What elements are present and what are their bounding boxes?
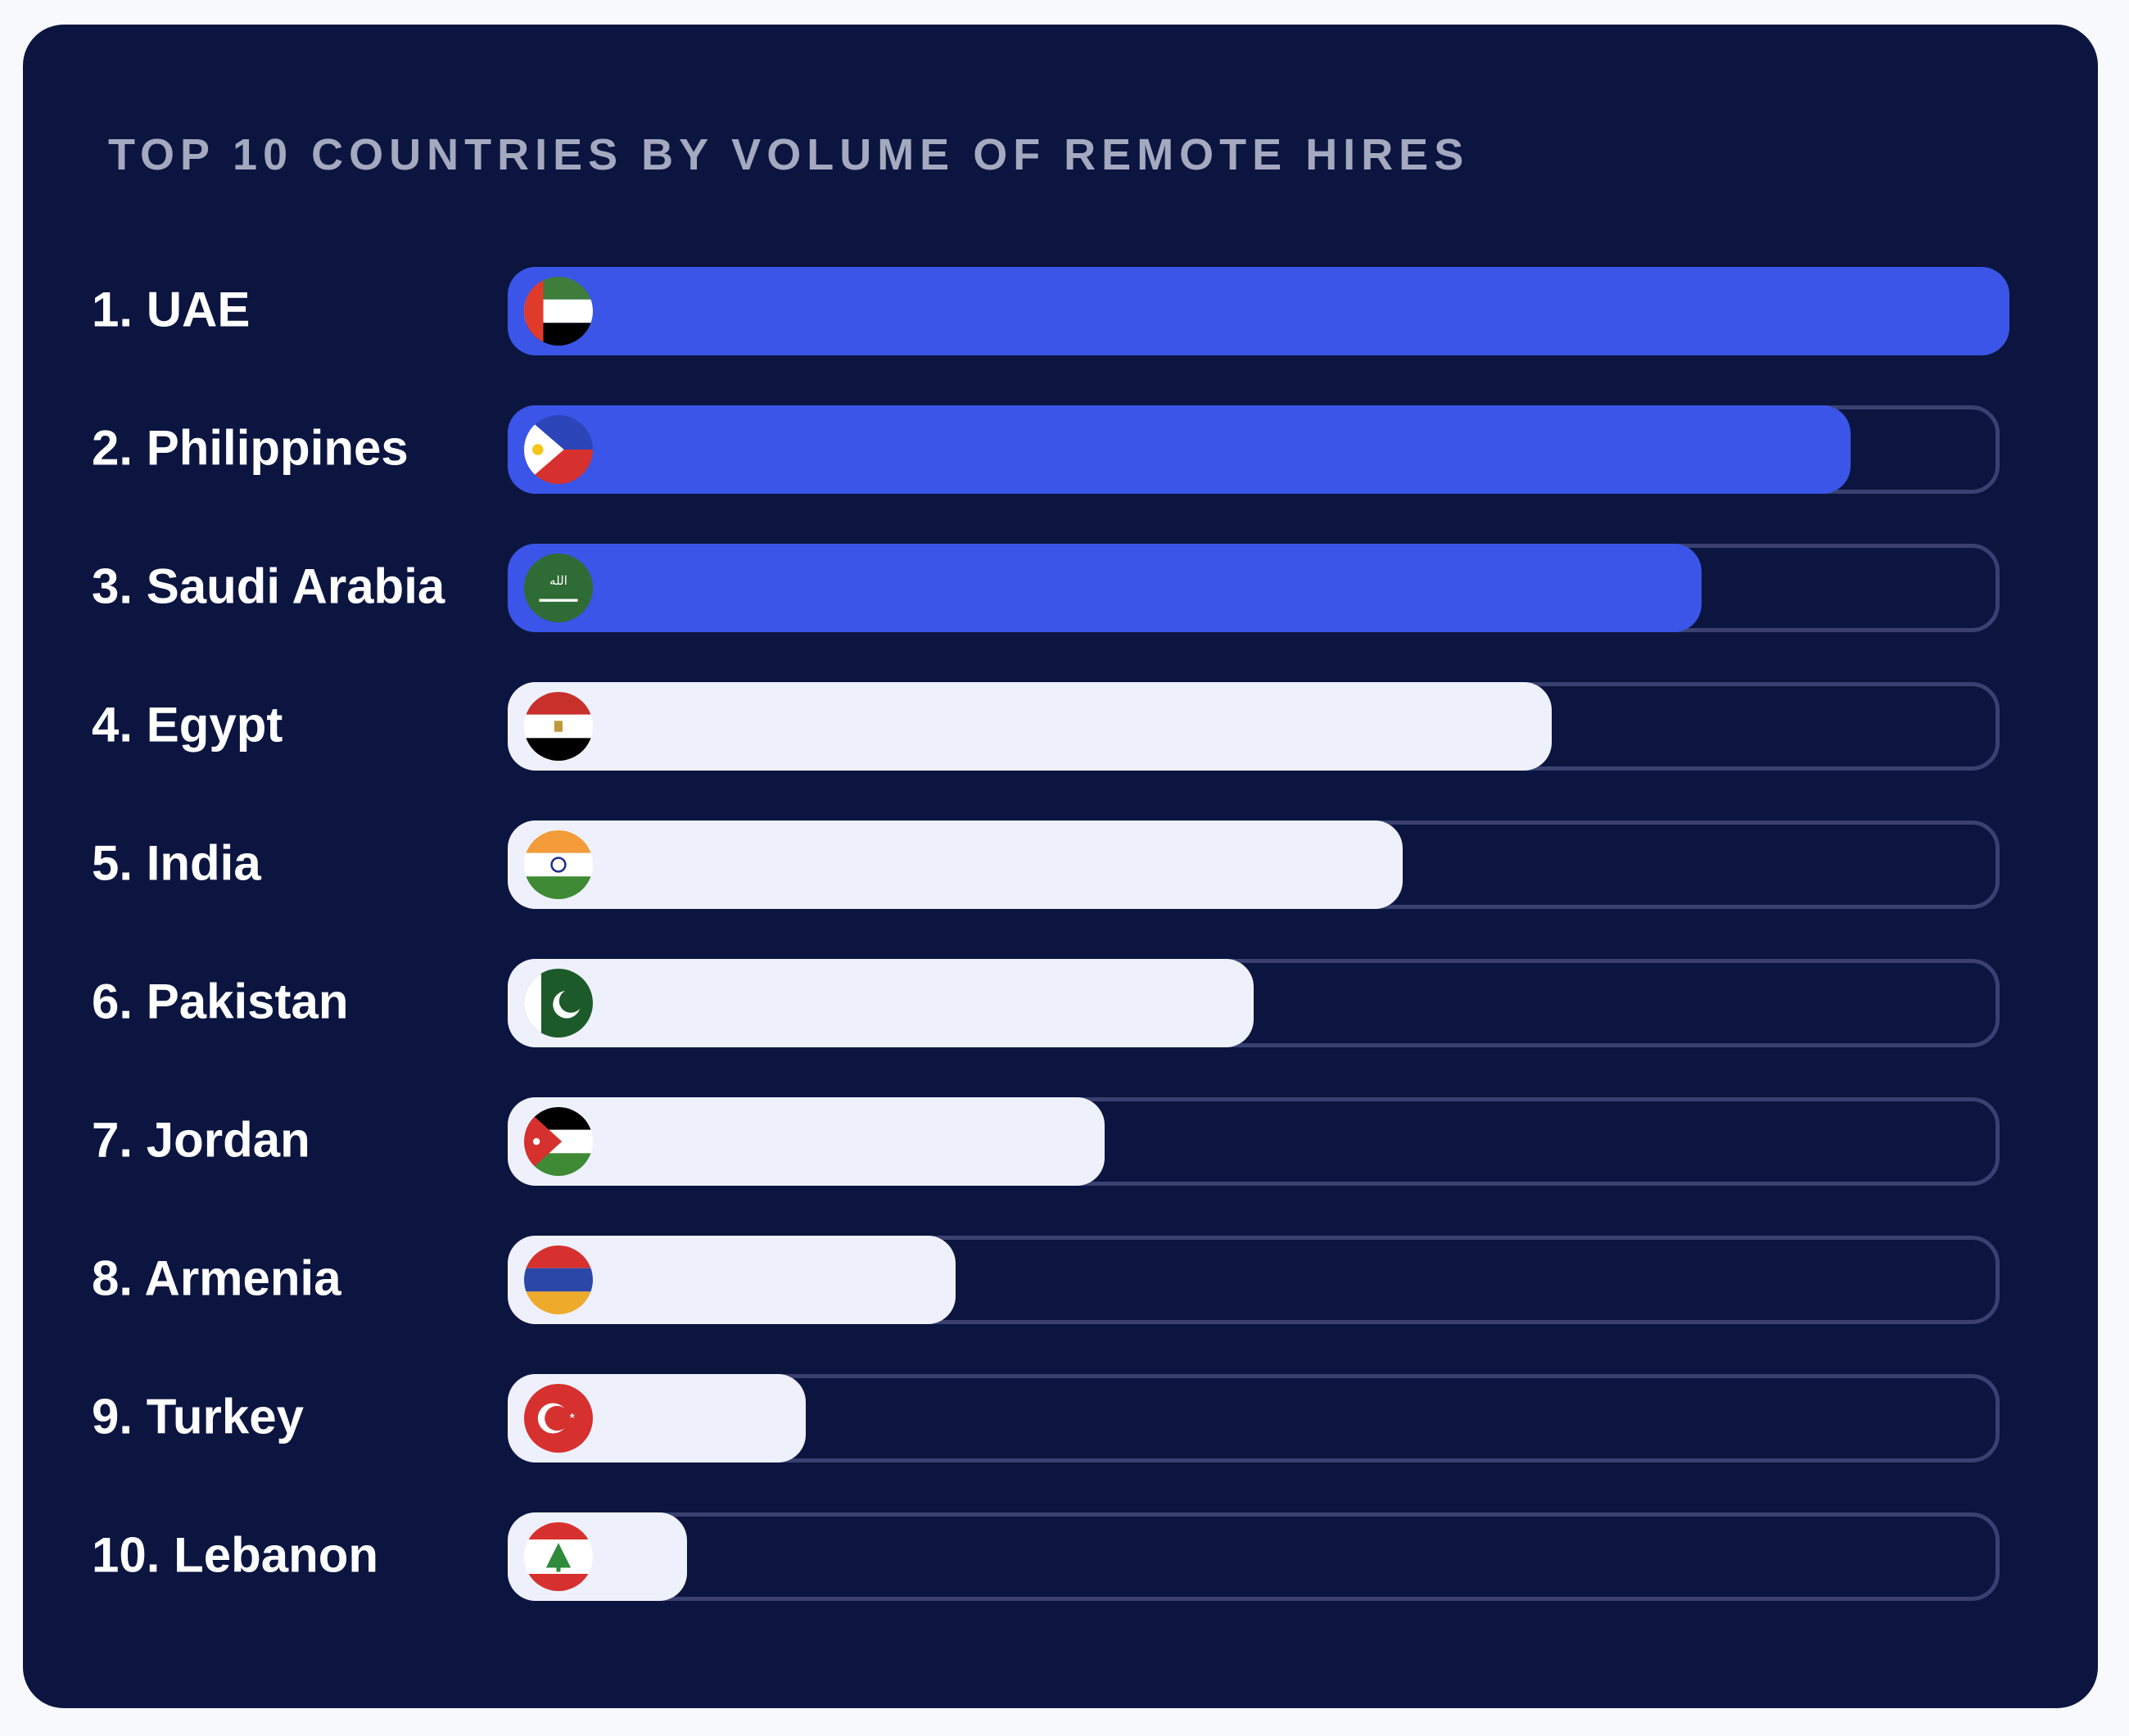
country-label: 5. India [92,835,261,891]
country-label: 1. UAE [92,282,251,337]
turkey-flag-icon [524,1384,593,1453]
bar-row: 5. India [23,821,2098,909]
bar-fill [508,682,1553,771]
bar-fill [508,544,1702,632]
country-label: 8. Armenia [92,1250,341,1306]
bar-fill [508,959,1254,1047]
country-label: 6. Pakistan [92,974,349,1029]
pakistan-flag-icon [524,969,593,1038]
bar-row: 6. Pakistan [23,959,2098,1047]
lebanon-flag-icon [524,1522,593,1591]
bar-fill [508,821,1404,909]
bar-row: 1. UAE [23,267,2098,355]
bar-row: 2. Philippines [23,405,2098,494]
armenia-flag-icon [524,1245,593,1314]
bar-fill [508,267,2009,355]
saudi-arabia-flag-icon: الله [524,554,593,622]
bar-row: 7. Jordan [23,1097,2098,1186]
bar-track [508,1512,2000,1601]
country-label: 3. Saudi Arabia [92,558,445,614]
bar-row: 3. Saudi Arabia الله [23,544,2098,632]
bar-row: 9. Turkey [23,1374,2098,1462]
bar-row: 4. Egypt [23,682,2098,771]
philippines-flag-icon [524,415,593,484]
country-label: 7. Jordan [92,1112,310,1168]
egypt-flag-icon [524,692,593,761]
country-label: 9. Turkey [92,1389,305,1444]
india-flag-icon [524,830,593,899]
bar-fill [508,1097,1105,1186]
country-label: 10. Lebanon [92,1527,379,1583]
bar-fill [508,405,1851,494]
chart-card: TOP 10 COUNTRIES BY VOLUME OF REMOTE HIR… [23,25,2098,1708]
country-label: 4. Egypt [92,697,283,753]
chart-title: TOP 10 COUNTRIES BY VOLUME OF REMOTE HIR… [108,130,1470,179]
svg-text:الله: الله [549,574,567,588]
bar-row: 10. Lebanon [23,1512,2098,1601]
bar-row: 8. Armenia [23,1236,2098,1324]
uae-flag-icon [524,277,593,346]
jordan-flag-icon [524,1107,593,1176]
country-label: 2. Philippines [92,420,409,476]
